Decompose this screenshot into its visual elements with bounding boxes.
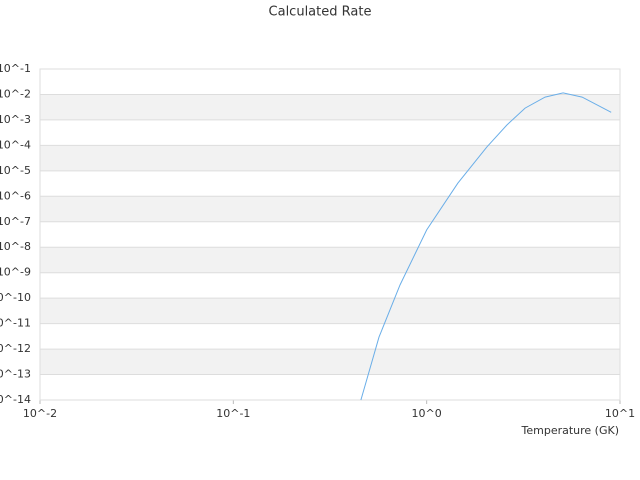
x-tick-label: 10^-2 (23, 407, 57, 420)
y-tick-label: 10^-7 (0, 215, 31, 228)
y-tick-label: 10^-8 (0, 240, 31, 253)
y-tick-label: 10^-10 (0, 291, 31, 304)
x-axis-label: Temperature (GK) (521, 424, 620, 437)
plot-frame (39, 68, 621, 401)
chart-title: Calculated Rate (269, 5, 372, 20)
x-tick-label: 10^0 (412, 407, 442, 420)
y-tick-label: 10^-13 (0, 368, 31, 381)
y-tick-label: 10^-14 (0, 393, 31, 406)
y-tick-label: 10^-6 (0, 189, 31, 202)
y-tick-label: 10^-11 (0, 317, 31, 330)
y-tick-label: 10^-12 (0, 342, 31, 355)
x-tick-label: 10^-1 (216, 407, 250, 420)
y-tick-label: 10^-5 (0, 164, 31, 177)
grid-band (40, 349, 620, 375)
data-line (360, 92, 612, 401)
y-tick-label: 10^-2 (0, 87, 31, 100)
grid-band (40, 145, 620, 171)
y-tick-label: 10^-4 (0, 138, 31, 151)
y-tick-label: 10^-1 (0, 62, 31, 75)
grid-band (40, 94, 620, 120)
x-tick-label: 10^1 (605, 407, 635, 420)
y-tick-label: 10^-9 (0, 266, 31, 279)
grid-band (40, 247, 620, 273)
y-tick-label: 10^-3 (0, 113, 31, 126)
grid-band (40, 298, 620, 324)
grid-band (40, 196, 620, 222)
